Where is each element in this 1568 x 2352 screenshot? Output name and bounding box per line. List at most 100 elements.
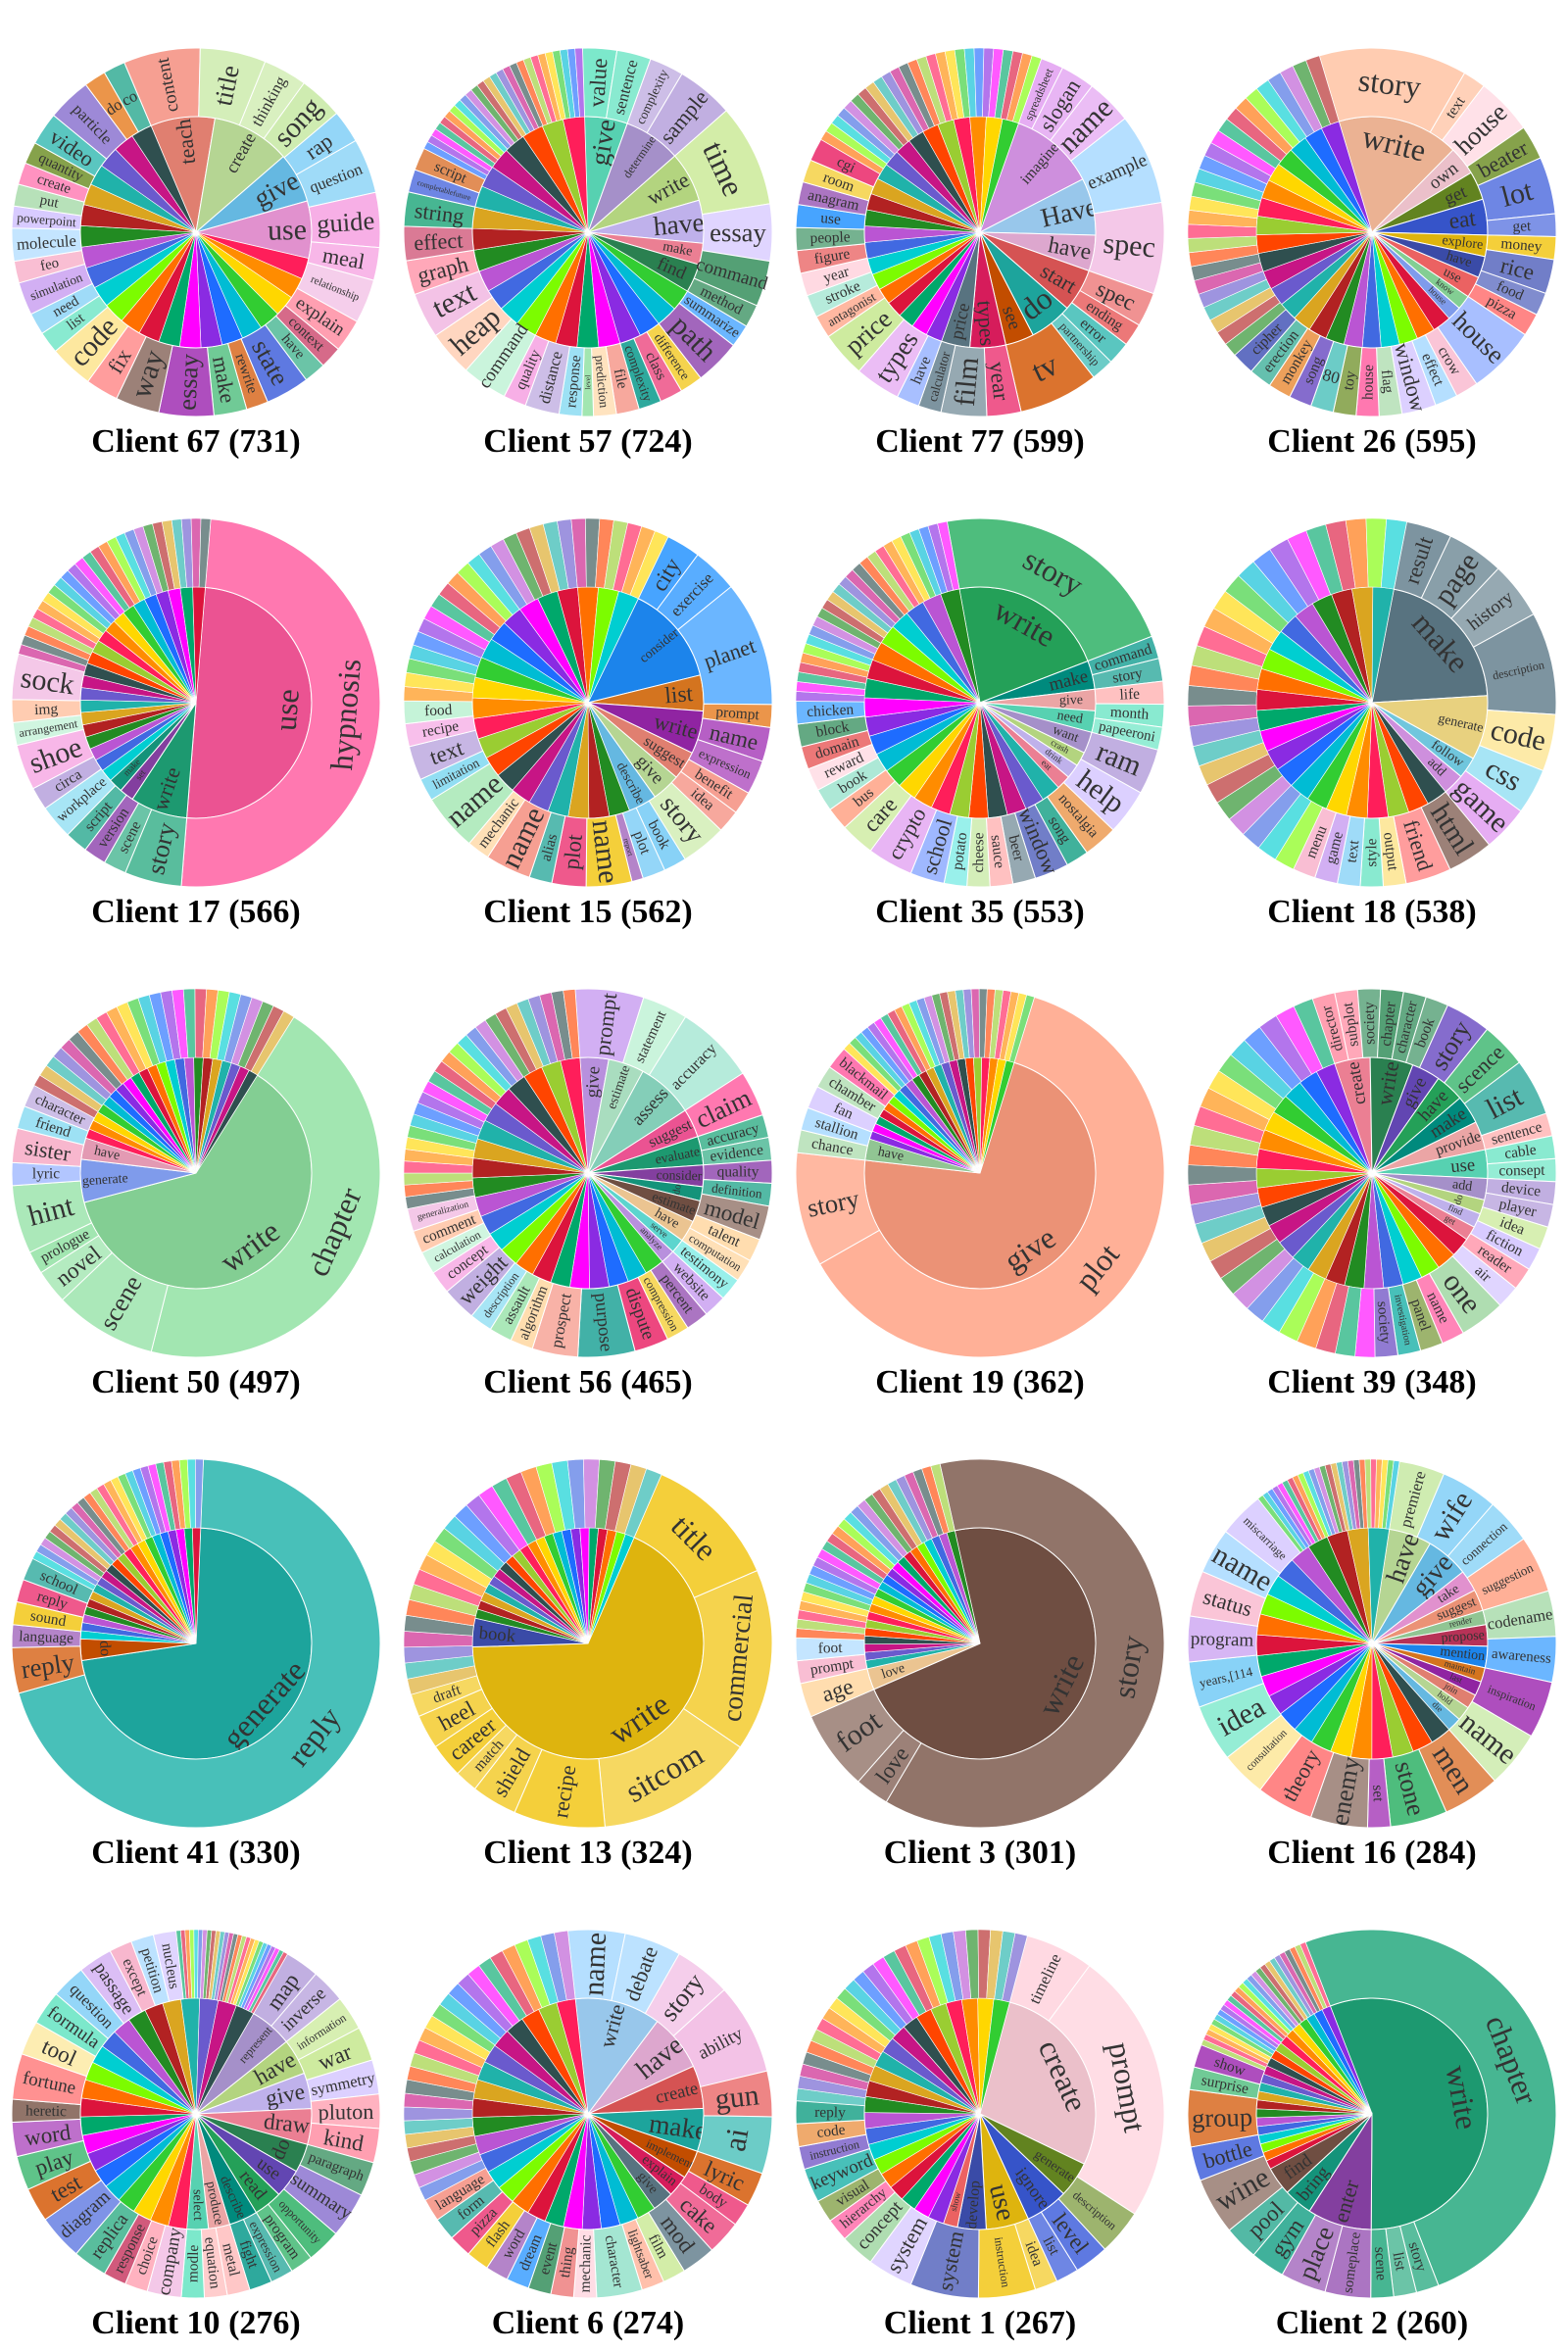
inner-slice-label: use <box>1449 1154 1475 1177</box>
outer-slice-label: foot <box>817 1640 843 1657</box>
inner-slice-label: last <box>1448 1672 1464 1686</box>
center-disc <box>137 644 255 761</box>
chart-caption: Client 3 (301) <box>784 1835 1176 1872</box>
sunburst-chart: generate do reply reply language sound reply sc… <box>0 1411 392 1882</box>
inner-slice-label: do <box>96 1641 114 1657</box>
center-disc <box>921 1114 1039 1232</box>
outer-slice-label: story <box>1111 664 1145 686</box>
outer-slice-label: film <box>949 356 985 408</box>
outer-slice-label: alias <box>538 832 562 863</box>
inner-slice-label: teach <box>171 118 200 166</box>
outer-slice <box>1012 55 1043 124</box>
center-disc <box>137 2055 255 2173</box>
outer-slice <box>1299 1941 1331 2008</box>
chart-caption: Client 57 (724) <box>392 423 784 461</box>
client-name: Client 67 <box>91 423 220 460</box>
inner-slice-label: book <box>478 1623 517 1647</box>
outer-slice-label: text <box>1344 839 1363 864</box>
sunburst-svg: creategenerateignoreusedevelopshowtimeli… <box>795 1929 1165 2299</box>
outer-slice-label: response <box>563 355 584 409</box>
sunburst-chart: have give take suggest render propose mention m… <box>1176 1411 1568 1882</box>
center-disc <box>137 1585 255 1702</box>
outer-slice-label: use <box>820 210 842 228</box>
outer-slice-label: powerpoint <box>17 210 77 229</box>
client-count: (301) <box>996 1835 1077 1871</box>
inner-slice-label: explore <box>1442 233 1484 253</box>
client-name: Client 19 <box>875 1364 1004 1400</box>
sunburst-svg: havegivetakesuggestrenderproposementionm… <box>1187 1458 1557 1829</box>
inner-slice-label: need <box>1055 709 1084 727</box>
outer-slice <box>818 996 1165 1358</box>
outer-slice-label: chapter <box>1378 1001 1399 1047</box>
client-count: (324) <box>612 1835 693 1871</box>
outer-slice <box>1048 1965 1165 2215</box>
outer-slice-label: equation <box>201 2236 223 2290</box>
center-disc <box>921 2055 1039 2173</box>
inner-slice-label: love <box>880 1661 907 1683</box>
outer-slice <box>150 1016 381 1358</box>
outer-slice-label: spec <box>1102 227 1156 265</box>
outer-slice <box>930 1463 956 1533</box>
outer-slice <box>629 530 669 600</box>
outer-slice <box>1380 518 1407 590</box>
outer-slice-label: img <box>34 701 59 718</box>
client-count: (562) <box>612 894 693 930</box>
outer-slice-label: level <box>583 375 592 390</box>
outer-slice-label: block <box>814 718 851 741</box>
client-count: (724) <box>612 423 693 460</box>
sunburst-chart: represent have give draw do use read describe pr… <box>0 1882 392 2352</box>
sunburst-svg: generatedoreplyreplylanguagesoundreplysc… <box>11 1458 381 1829</box>
outer-slice-label: code <box>816 2122 847 2141</box>
client-name: Client 13 <box>483 1835 612 1871</box>
outer-slice-label: cgi <box>834 153 858 176</box>
inner-slice-label: types <box>972 300 1000 347</box>
outer-slice-label: 80 <box>1320 366 1342 388</box>
client-name: Client 77 <box>875 423 1004 460</box>
outer-slice-label: feo <box>39 255 61 274</box>
center-disc <box>529 1585 647 1702</box>
outer-slice-label: prompt <box>715 704 760 723</box>
client-count: (330) <box>220 1835 301 1871</box>
sunburst-chart: create write give have make provide use add do fi… <box>1176 941 1568 1411</box>
outer-slice-label: society <box>1374 1300 1394 1345</box>
chart-caption: Client 41 (330) <box>0 1835 392 1872</box>
outer-slice-label: fan <box>831 1100 856 1123</box>
inner-slice-label: have <box>93 1144 122 1163</box>
chart-caption: Client 19 (362) <box>784 1364 1176 1401</box>
center-disc <box>921 173 1039 291</box>
outer-slice-label: co <box>119 86 140 110</box>
outer-slice <box>1305 55 1340 125</box>
outer-slice-label: language <box>19 1628 74 1646</box>
outer-slice <box>937 520 960 591</box>
outer-slice-label: scene <box>1371 2246 1390 2280</box>
inner-slice-label: eat <box>1447 206 1478 234</box>
outer-slice-label: device <box>1500 1179 1542 1200</box>
outer-slice-label: guide <box>316 206 375 239</box>
outer-slice-label: consept <box>1498 1162 1545 1180</box>
outer-slice-label: gun <box>713 2079 760 2116</box>
client-count: (731) <box>220 423 301 460</box>
outer-slice-label: year <box>985 360 1015 402</box>
client-name: Client 26 <box>1267 423 1396 460</box>
outer-slice <box>1304 1929 1557 2286</box>
center-disc <box>1313 644 1431 761</box>
outer-slice <box>180 518 381 888</box>
chart-caption: Client 13 (324) <box>392 1835 784 1872</box>
inner-slice-label: use <box>268 214 308 247</box>
outer-slice-label: subplot <box>1340 1001 1362 1048</box>
sunburst-chart: imagine Have have start do see types price sprea… <box>784 0 1176 470</box>
outer-slice-label: people <box>809 228 851 246</box>
outer-slice-label: awareness <box>1491 1646 1551 1667</box>
sunburst-chart: give estimate assess suggest evaluate conside… <box>392 941 784 1411</box>
client-count: (348) <box>1396 1364 1477 1400</box>
inner-slice-label: generate <box>81 1170 128 1188</box>
client-name: Client 57 <box>483 423 612 460</box>
outer-slice <box>624 1468 662 1539</box>
outer-slice-label: recipe <box>420 717 460 740</box>
sunburst-svg: givehaveplotstorychancestallionfanchambe… <box>795 988 1165 1358</box>
outer-slice-label: molecule <box>16 231 76 254</box>
outer-slice <box>250 1010 295 1076</box>
